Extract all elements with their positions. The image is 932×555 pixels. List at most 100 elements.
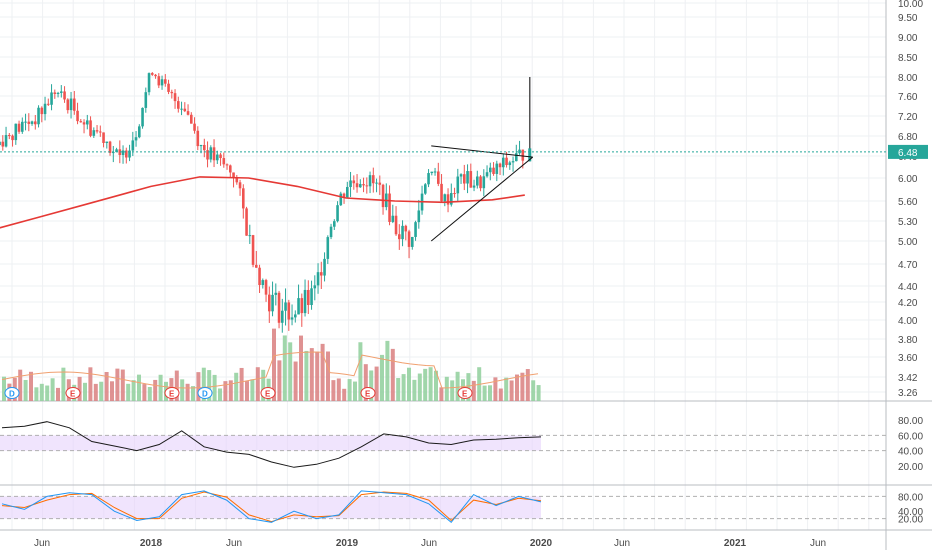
volume-bar xyxy=(412,379,417,401)
volume-bar xyxy=(56,387,60,401)
volume-bar xyxy=(520,372,525,401)
stoch-tick-label: 20.00 xyxy=(898,515,923,526)
candle-body xyxy=(160,79,164,86)
candle-body xyxy=(336,205,339,222)
candle-body xyxy=(86,120,89,125)
candle-body xyxy=(479,176,482,189)
candle-body xyxy=(274,292,278,295)
candle-body xyxy=(440,183,443,202)
candle-body xyxy=(430,171,434,174)
price-tick-label: 3.26 xyxy=(898,388,918,399)
candle-body xyxy=(183,108,187,112)
volume-bar xyxy=(174,370,179,401)
stoch-tick-label: 80.00 xyxy=(898,492,923,503)
volume-bar xyxy=(498,388,503,401)
candle-body xyxy=(30,121,34,124)
candle-body xyxy=(495,163,499,174)
volume-bar xyxy=(336,378,341,401)
candle-body xyxy=(417,210,421,223)
volume-bar xyxy=(196,372,201,401)
volume-bar xyxy=(185,383,190,401)
candle-body xyxy=(56,92,60,94)
volume-bar xyxy=(288,342,293,401)
volume-bar xyxy=(320,343,325,401)
volume-bar xyxy=(380,354,384,401)
candle-body xyxy=(258,267,261,286)
candle-body xyxy=(112,152,115,154)
earnings-marker-label: E xyxy=(169,390,175,399)
candle-body xyxy=(238,182,242,189)
x-tick-label: Jun xyxy=(34,538,50,549)
candle-body xyxy=(502,157,505,168)
volume-bar xyxy=(228,380,233,401)
candle-body xyxy=(362,184,365,186)
x-tick-label: Jun xyxy=(226,538,242,549)
earnings-marker xyxy=(457,387,473,399)
candle-body xyxy=(177,101,180,109)
price-tick-label: 5.00 xyxy=(898,237,918,248)
candle-body xyxy=(147,73,151,93)
candle-body xyxy=(433,171,437,173)
volume-bar xyxy=(77,376,82,401)
candle-body xyxy=(355,183,359,188)
candle-body xyxy=(323,258,326,276)
candle-body xyxy=(131,140,135,151)
candle-body xyxy=(365,185,369,187)
dividend-marker-label: D xyxy=(9,390,15,399)
volume-bar xyxy=(23,379,28,401)
volume-bar xyxy=(358,342,363,401)
candle-body xyxy=(21,121,24,132)
candle-body xyxy=(294,314,297,318)
volume-bar xyxy=(39,383,44,401)
volume-bar xyxy=(299,335,303,401)
price-tick-label: 4.40 xyxy=(898,282,918,293)
volume-bar xyxy=(428,367,433,401)
volume-bar xyxy=(401,374,406,401)
candle-body xyxy=(368,175,372,187)
volume-bar xyxy=(282,335,287,401)
volume-bar xyxy=(525,369,530,401)
candle-body xyxy=(316,272,320,286)
candle-body xyxy=(134,137,138,141)
current-price-label: 6.48 xyxy=(898,148,918,159)
candle-body-last xyxy=(528,148,532,162)
candle-body xyxy=(427,173,430,185)
volume-bar xyxy=(137,374,141,401)
volume-bar xyxy=(272,328,276,401)
candle-body xyxy=(450,193,453,205)
candle-body xyxy=(14,123,18,141)
candle-body xyxy=(401,225,404,240)
volume-bar xyxy=(18,369,23,401)
volume-bar xyxy=(277,360,282,401)
candle-body xyxy=(225,164,229,166)
volume-bar xyxy=(531,380,536,401)
candle-body xyxy=(232,172,235,178)
candle-body xyxy=(242,188,245,209)
rsi-band xyxy=(0,435,541,451)
candle-body xyxy=(245,208,248,236)
volume-bar xyxy=(93,383,98,401)
volume-bar xyxy=(45,385,50,401)
candle-body xyxy=(108,141,112,153)
candle-body xyxy=(303,289,307,314)
stoch-d-line xyxy=(1,491,542,523)
earnings-marker-label: E xyxy=(265,390,271,399)
candle-body xyxy=(157,76,161,86)
candle-body xyxy=(8,135,11,137)
volume-bar xyxy=(450,380,455,401)
candle-body xyxy=(125,150,128,158)
volume-bar xyxy=(131,380,136,401)
candle-body xyxy=(437,171,440,184)
candle-body xyxy=(138,126,141,138)
volume-bar xyxy=(99,381,104,401)
candle-body xyxy=(173,93,177,102)
candle-body xyxy=(43,103,47,115)
candle-body xyxy=(329,226,333,238)
volume-bar xyxy=(369,370,374,401)
volume-bar xyxy=(309,348,314,401)
volume-bar xyxy=(191,386,195,401)
candle-body xyxy=(388,193,391,222)
volume-bar xyxy=(515,374,519,401)
candle-body xyxy=(489,167,492,173)
volume-bar xyxy=(504,377,509,401)
